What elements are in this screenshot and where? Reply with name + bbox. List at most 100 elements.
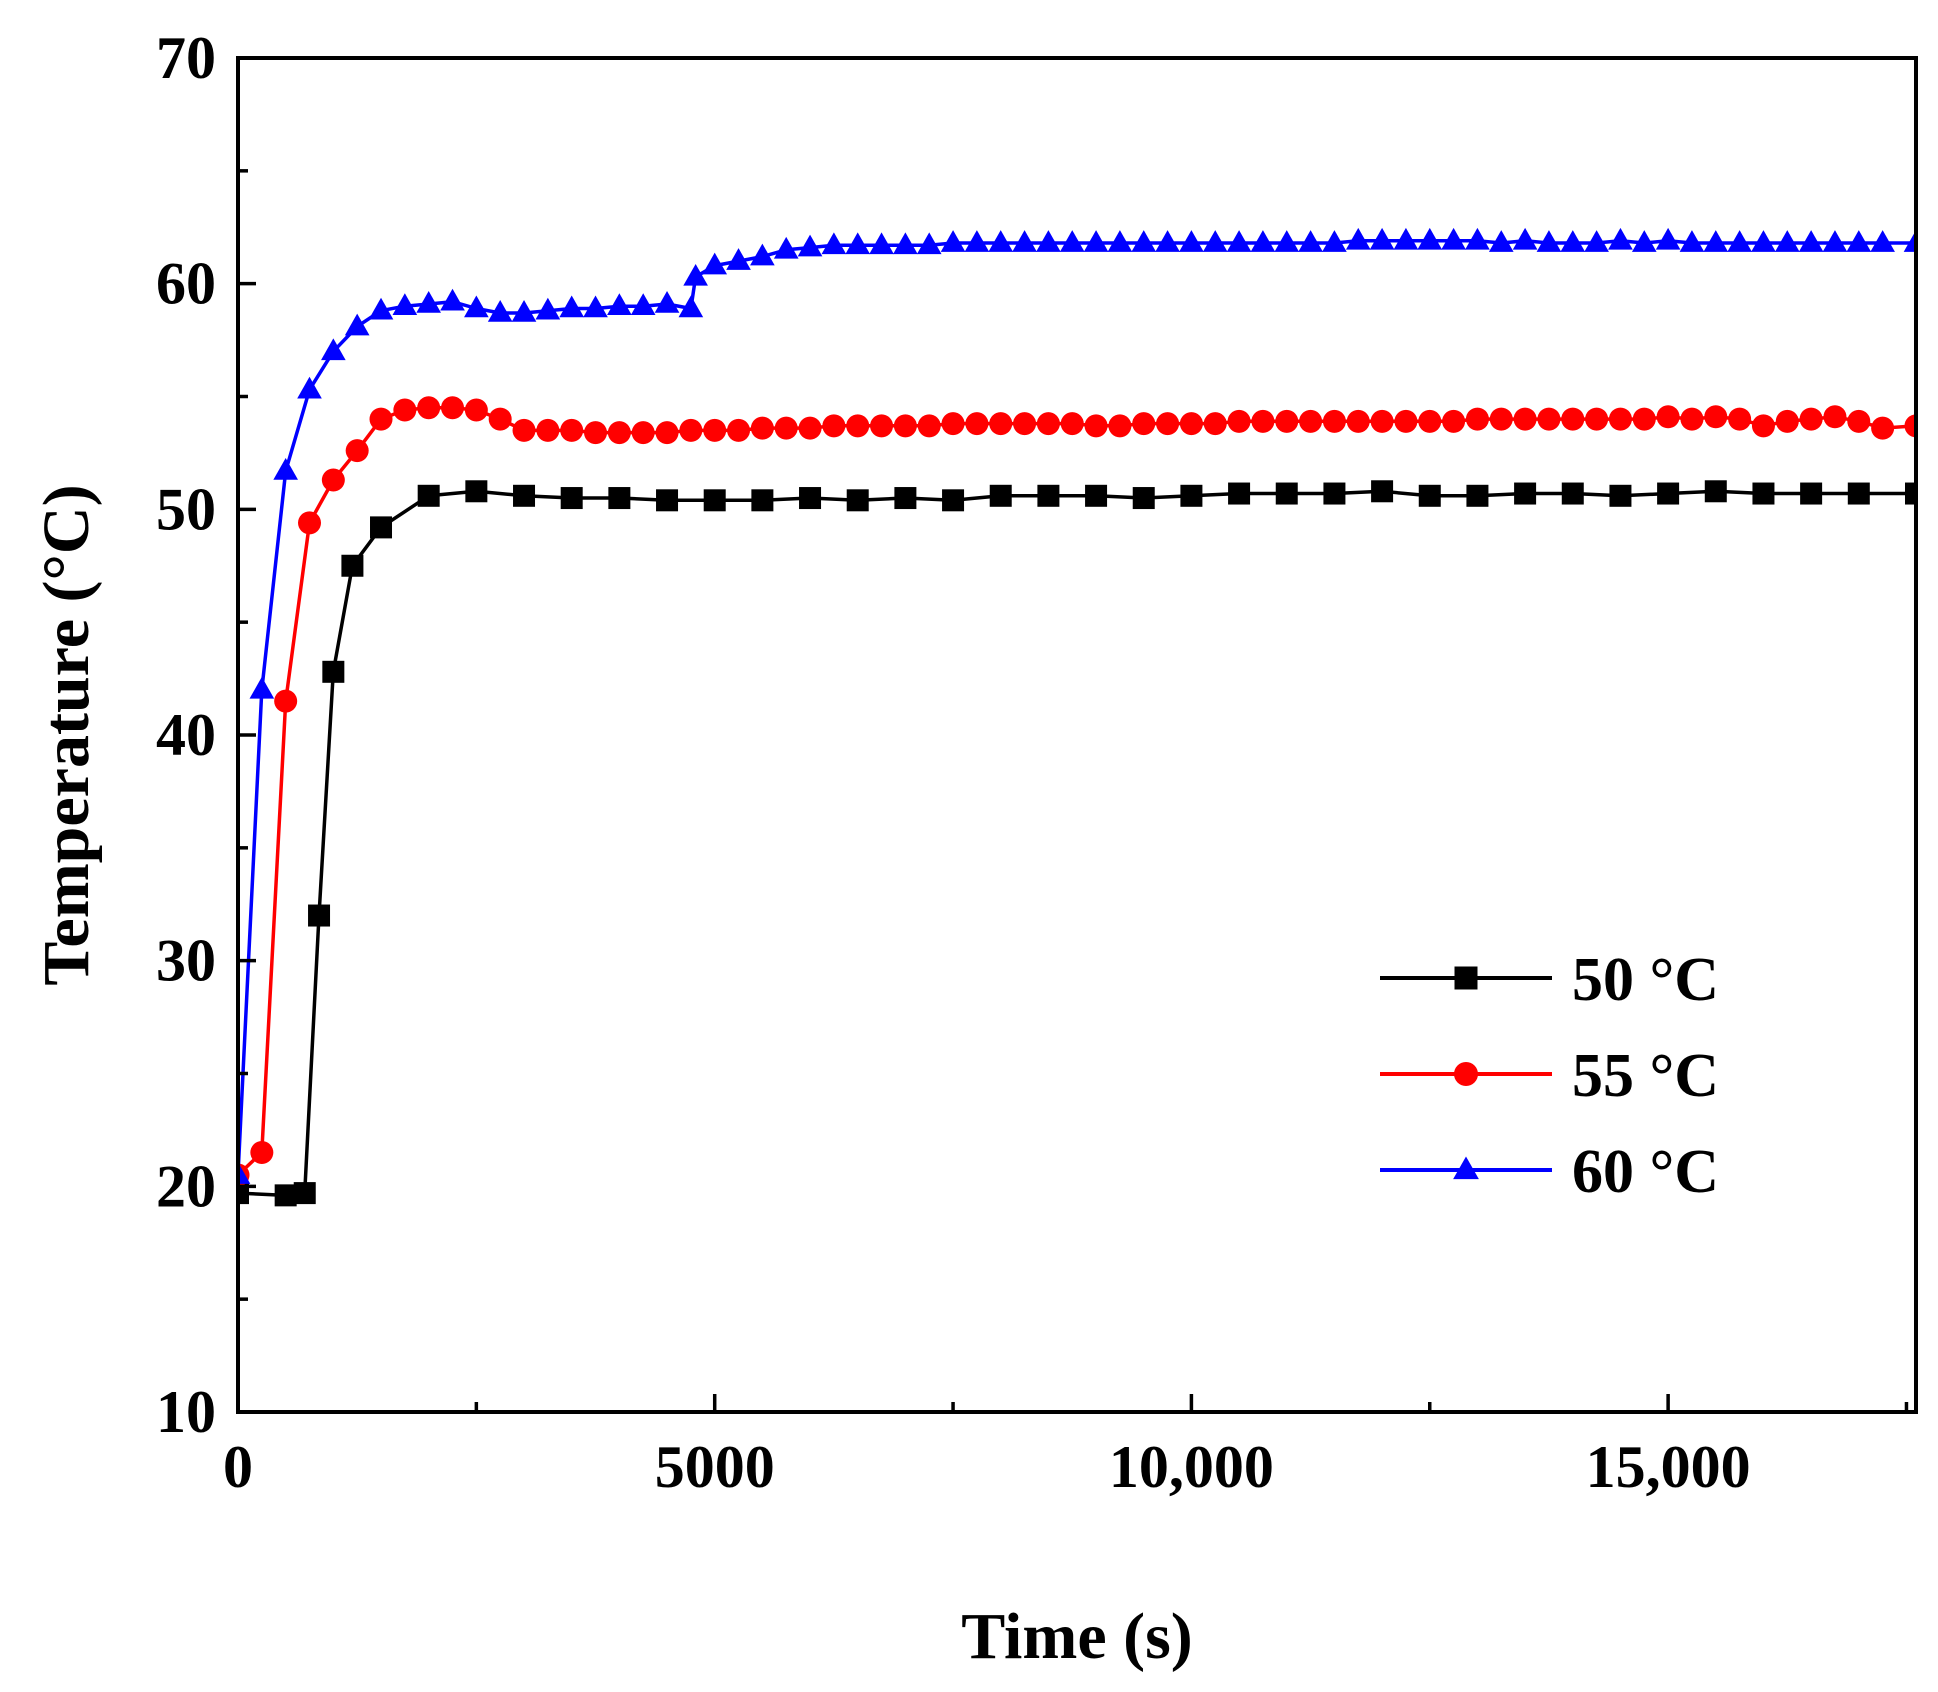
data-point-60-c-46 [1298, 230, 1323, 252]
data-point-60-c-7 [392, 293, 418, 316]
x-tick-label-10-000: 10,000 [1109, 1434, 1274, 1500]
data-point-55-c-44 [1275, 409, 1299, 433]
data-point-50-c-27 [1371, 480, 1394, 503]
data-point-55-c-11 [488, 407, 512, 431]
y-tick-label-30: 30 [156, 928, 216, 994]
data-point-55-c-41 [1203, 412, 1227, 436]
data-point-60-c-30 [916, 232, 942, 255]
data-point-55-c-25 [822, 414, 846, 438]
data-point-60-c-13 [535, 297, 561, 320]
data-point-55-c-43 [1251, 409, 1275, 433]
data-point-60-c-42 [1202, 230, 1228, 252]
data-point-55-c-36 [1084, 414, 1108, 438]
data-point-60-c-58 [1584, 230, 1609, 252]
data-point-55-c-8 [417, 396, 441, 420]
data-point-50-c-15 [799, 487, 822, 510]
data-point-50-c-29 [1466, 484, 1489, 507]
data-point-55-c-63 [1728, 407, 1752, 431]
data-point-55-c-68 [1847, 409, 1871, 433]
data-point-50-c-33 [1657, 482, 1680, 505]
data-point-50-c-9 [513, 484, 536, 507]
data-point-55-c-55 [1537, 407, 1561, 431]
data-point-55-c-52 [1465, 407, 1489, 431]
axis-ticks [236, 56, 1909, 1414]
data-point-60-c-22 [726, 248, 751, 270]
data-point-50-c-8 [465, 480, 488, 503]
series-60-c [238, 227, 1916, 1184]
data-point-50-c-28 [1418, 484, 1441, 507]
data-point-55-c-61 [1680, 407, 1704, 431]
data-point-60-c-57 [1560, 230, 1586, 252]
series-50-c [238, 480, 1916, 1207]
data-point-55-c-15 [584, 421, 608, 445]
data-point-55-c-65 [1775, 409, 1799, 433]
data-point-55-c-70 [1904, 414, 1916, 438]
data-point-55-c-17 [631, 421, 655, 445]
data-point-55-c-20 [703, 418, 727, 442]
data-point-60-c-41 [1179, 230, 1204, 252]
data-point-55-c-26 [846, 414, 870, 438]
plot-frame [236, 56, 1918, 1414]
data-point-55-c-24 [798, 416, 822, 440]
data-point-55-c-2 [274, 689, 298, 713]
data-point-55-c-38 [1132, 412, 1156, 436]
x-tick-label-0: 0 [223, 1434, 253, 1500]
data-point-55-c-7 [393, 398, 417, 422]
data-point-55-c-35 [1060, 412, 1084, 436]
data-point-60-c-39 [1131, 230, 1157, 252]
data-point-60-c-31 [940, 230, 966, 252]
y-tick-label-10: 10 [156, 1379, 216, 1445]
data-point-60-c-23 [750, 243, 775, 266]
series-line-60-c [238, 239, 1916, 1176]
data-point-55-c-6 [369, 407, 393, 431]
data-point-55-c-58 [1608, 407, 1632, 431]
data-point-50-c-1 [274, 1184, 297, 1207]
data-point-55-c-4 [321, 468, 345, 492]
data-point-50-c-3 [308, 904, 331, 927]
data-point-60-c-43 [1226, 230, 1252, 252]
data-point-55-c-21 [727, 418, 751, 442]
data-point-60-c-4 [321, 338, 346, 361]
data-point-60-c-64 [1727, 230, 1752, 252]
data-point-55-c-40 [1179, 412, 1203, 436]
data-point-55-c-66 [1799, 407, 1823, 431]
data-point-55-c-18 [655, 421, 679, 445]
data-point-60-c-11 [487, 300, 513, 322]
data-point-50-c-32 [1609, 484, 1632, 507]
data-point-60-c-66 [1774, 230, 1800, 252]
data-point-60-c-9 [440, 288, 465, 311]
data-point-55-c-30 [941, 412, 965, 436]
y-tick-label-60: 60 [156, 251, 216, 317]
data-point-60-c-56 [1536, 230, 1562, 252]
data-point-50-c-22 [1132, 487, 1155, 510]
data-point-60-c-12 [511, 300, 537, 322]
data-point-55-c-9 [441, 396, 465, 420]
data-point-50-c-35 [1752, 482, 1775, 505]
data-point-55-c-12 [512, 418, 536, 442]
data-point-60-c-34 [1012, 230, 1037, 252]
y-axis-title: Temperature (°C) [30, 484, 103, 985]
data-point-60-c-21 [702, 252, 728, 275]
data-point-60-c-38 [1107, 230, 1133, 252]
data-point-50-c-12 [656, 489, 679, 512]
data-point-55-c-42 [1227, 409, 1251, 433]
data-point-55-c-57 [1585, 407, 1609, 431]
data-point-55-c-31 [965, 412, 989, 436]
data-point-60-c-24 [773, 236, 799, 259]
data-point-55-c-33 [1013, 412, 1037, 436]
data-point-55-c-51 [1442, 409, 1466, 433]
data-point-55-c-14 [560, 418, 584, 442]
data-point-55-c-10 [464, 398, 488, 422]
plot-area [238, 227, 1916, 1207]
data-point-50-c-5 [341, 554, 364, 577]
series-55-c [238, 396, 1916, 1187]
data-point-50-c-31 [1561, 482, 1584, 505]
data-point-55-c-54 [1513, 407, 1537, 431]
data-point-60-c-6 [368, 297, 394, 320]
data-point-60-c-65 [1751, 230, 1776, 252]
data-point-50-c-19 [989, 484, 1012, 507]
data-point-55-c-59 [1632, 407, 1656, 431]
data-point-50-c-20 [1037, 484, 1060, 507]
data-point-55-c-46 [1322, 409, 1346, 433]
data-point-55-c-69 [1871, 416, 1895, 440]
